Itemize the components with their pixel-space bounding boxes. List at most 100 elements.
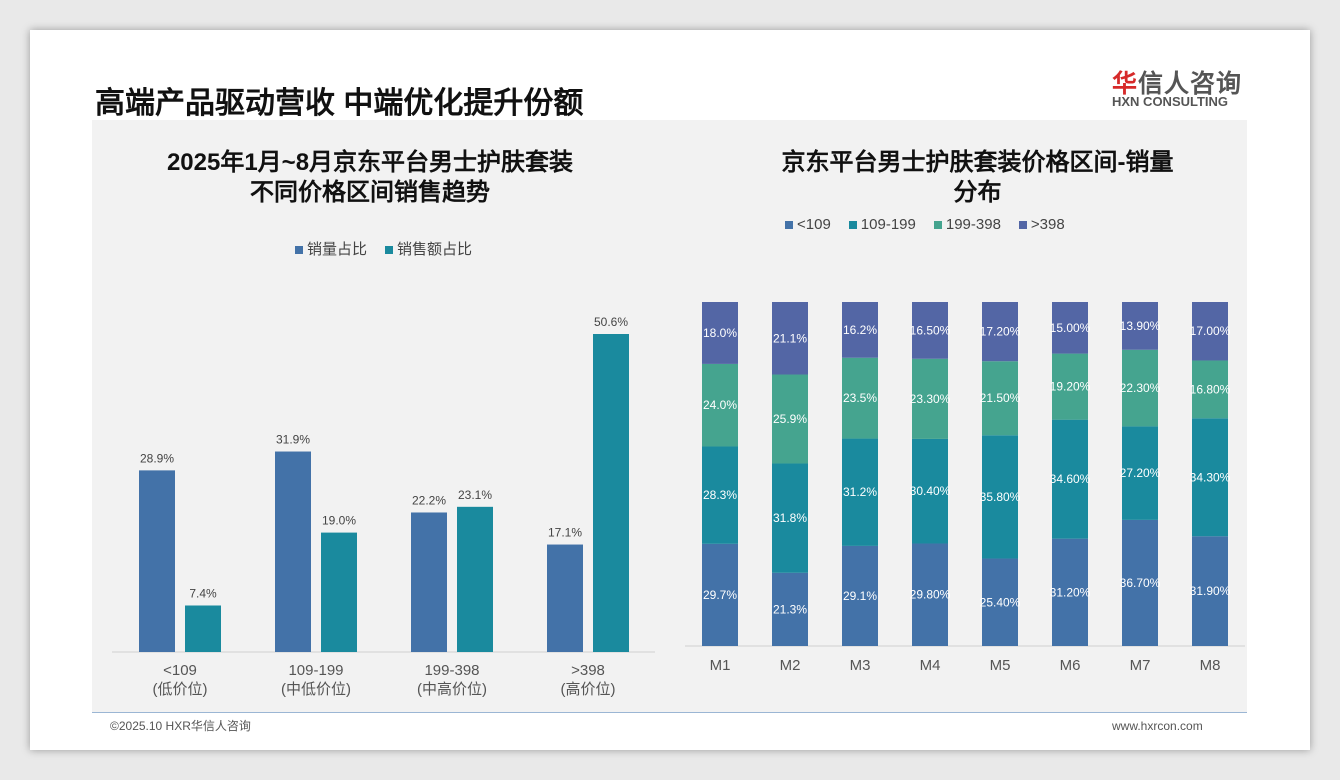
logo-text: 信人咨询 <box>1138 70 1243 98</box>
stacked-segment <box>1192 302 1228 361</box>
bar-volume <box>275 451 311 652</box>
x-tick-label: M5 <box>990 657 1011 674</box>
stacked-segment <box>842 438 878 546</box>
data-label: 16.80% <box>1190 382 1231 396</box>
bar-revenue <box>457 506 493 652</box>
data-label: 17.1% <box>548 526 582 540</box>
legend-swatch <box>933 221 942 230</box>
data-label: 17.20% <box>980 325 1021 339</box>
data-label: 31.90% <box>1190 584 1231 598</box>
website: www.hxrcon.com <box>1112 719 1203 733</box>
legend-label: 199-398 <box>945 216 1001 233</box>
data-label: 25.40% <box>980 595 1021 609</box>
data-label: 31.20% <box>1050 585 1091 599</box>
data-label: 21.50% <box>980 391 1021 405</box>
data-label: 28.3% <box>703 488 737 502</box>
data-label: 15.00% <box>1050 321 1091 335</box>
stacked-segment <box>842 545 878 646</box>
bar-revenue <box>321 532 357 652</box>
bar-volume <box>139 470 175 652</box>
page-title: 高端产品驱动营收 中端优化提升份额 <box>95 87 584 120</box>
x-tick-label: M4 <box>920 657 941 674</box>
stacked-segment <box>702 363 738 447</box>
stacked-segment <box>1122 302 1158 350</box>
stacked-segment <box>1192 360 1228 419</box>
stacked-segment <box>982 558 1018 646</box>
x-tick-label: M7 <box>1130 657 1151 674</box>
x-tick-label: M1 <box>710 657 731 674</box>
stacked-segment <box>772 572 808 646</box>
legend-label: 109-199 <box>860 216 916 233</box>
legend-label: >398 <box>1030 216 1065 233</box>
data-label: 36.70% <box>1120 576 1161 590</box>
x-tick-sublabel: (中低价位) <box>281 681 351 698</box>
stacked-segment <box>1192 418 1228 537</box>
right-chart-title: 京东平台男士护肤套装价格区间-销量 分布 <box>720 148 1235 208</box>
legend-item: 销量占比 <box>295 238 367 259</box>
legend-item: 199-398 <box>933 216 1001 233</box>
left-title-line2: 不同价格区间销售趋势 <box>250 179 490 206</box>
stacked-segment <box>1192 536 1228 646</box>
bar-revenue <box>185 605 221 652</box>
right-legend: <109 109-199 199-398 >398 <box>785 216 1065 233</box>
stacked-segment <box>1122 519 1158 646</box>
stacked-segment <box>772 374 808 464</box>
legend-item: <109 <box>785 216 831 233</box>
x-tick-label: 199-398 <box>424 662 479 679</box>
stacked-segment <box>1052 419 1088 539</box>
legend-swatch <box>385 246 394 255</box>
stacked-segment <box>912 438 948 544</box>
legend-swatch <box>1018 221 1027 230</box>
stacked-segment <box>842 302 878 358</box>
x-tick-label: >398 <box>571 662 605 679</box>
left-chart-title: 2025年1月~8月京东平台男士护肤套装 不同价格区间销售趋势 <box>110 148 630 208</box>
data-label: 16.2% <box>843 323 877 337</box>
data-label: 24.0% <box>703 398 737 412</box>
stacked-segment <box>1052 353 1088 420</box>
footer-divider <box>92 712 1247 713</box>
x-tick-label: M6 <box>1060 657 1081 674</box>
data-label: 31.8% <box>773 511 807 525</box>
data-label: 31.2% <box>843 485 877 499</box>
stacked-segment <box>772 302 808 375</box>
bar-volume <box>411 512 447 652</box>
legend-item: 销售额占比 <box>385 238 472 259</box>
data-label: 28.9% <box>140 451 174 465</box>
data-label: 21.3% <box>773 602 807 616</box>
x-tick-label: 109-199 <box>288 662 343 679</box>
left-legend: 销量占比 销售额占比 <box>295 238 472 259</box>
stacked-segment <box>702 446 738 544</box>
right-title-line2: 分布 <box>953 179 1002 206</box>
stacked-segment <box>912 358 948 439</box>
data-label: 23.5% <box>843 391 877 405</box>
data-label: 34.60% <box>1050 472 1091 486</box>
x-tick-label: M3 <box>850 657 871 674</box>
data-label: 31.9% <box>276 433 310 447</box>
data-label: 23.1% <box>458 488 492 502</box>
data-label: 22.2% <box>412 493 446 507</box>
data-label: 29.80% <box>910 588 951 602</box>
x-tick-sublabel: (低价位) <box>153 681 208 698</box>
data-label: 17.00% <box>1190 324 1231 338</box>
logo-red-char: 华 <box>1112 70 1139 98</box>
data-label: 27.20% <box>1120 466 1161 480</box>
data-label: 16.50% <box>910 323 951 337</box>
left-title-line1: 2025年1月~8月京东平台男士护肤套装 <box>166 149 574 176</box>
legend-swatch <box>295 246 303 255</box>
x-tick-sublabel: (高价位) <box>561 681 616 698</box>
data-label: 35.80% <box>980 490 1021 504</box>
data-label: 29.1% <box>843 589 877 603</box>
legend-item: >398 <box>1018 216 1065 233</box>
data-label: 7.4% <box>189 586 217 600</box>
stacked-segment <box>912 302 948 359</box>
data-label: 13.90% <box>1120 319 1161 333</box>
stacked-segment <box>842 357 878 439</box>
legend-label: 销售额占比 <box>397 241 473 258</box>
legend-item: 109-199 <box>848 216 916 233</box>
legend-swatch <box>848 221 857 230</box>
legend-swatch <box>785 221 793 230</box>
logo: 华信人咨询 <box>1112 64 1242 100</box>
stacked-segment <box>912 543 948 646</box>
copyright: ©2025.10 HXR华信人咨询 <box>110 719 251 733</box>
